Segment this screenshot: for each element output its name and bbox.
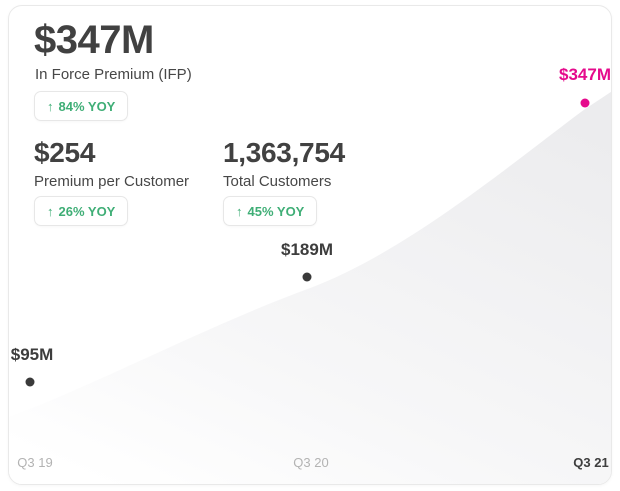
card-content: $347M In Force Premium (IFP) ↑ 84% YOY $… <box>9 6 611 484</box>
total-customers-value: 1,363,754 <box>223 137 345 168</box>
stat-total-customers: 1,363,754 Total Customers <box>223 137 345 190</box>
x-axis-label-q3-20: Q3 20 <box>293 455 329 470</box>
up-arrow-icon: ↑ <box>236 203 243 219</box>
ifp-yoy-badge: ↑ 84% YOY <box>34 91 129 121</box>
total-customers-yoy-text: 45% YOY <box>247 203 305 219</box>
up-arrow-icon: ↑ <box>47 98 54 114</box>
data-point-label-q3-21: $347M <box>559 65 611 84</box>
x-axis-label-q3-21: Q3 21 <box>573 455 609 470</box>
data-point-label-q3-19: $95M <box>10 345 54 364</box>
data-point-q3-20 <box>302 272 312 282</box>
data-point-label-q3-20: $189M <box>281 240 333 259</box>
ifp-metrics-card: $347M In Force Premium (IFP) ↑ 84% YOY $… <box>8 5 612 485</box>
premium-per-customer-yoy-text: 26% YOY <box>58 203 116 219</box>
x-axis-label-q3-19: Q3 19 <box>17 455 53 470</box>
ifp-yoy-badge-text: 84% YOY <box>58 98 116 114</box>
area-series-path <box>9 91 611 484</box>
ifp-hero-label: In Force Premium (IFP) <box>35 66 192 83</box>
up-arrow-icon: ↑ <box>47 203 54 219</box>
premium-per-customer-value: $254 <box>34 137 96 168</box>
premium-per-customer-yoy-badge: ↑ 26% YOY <box>34 196 129 226</box>
stat-premium-per-customer: $254 Premium per Customer <box>34 137 189 190</box>
data-point-q3-21-highlight <box>580 98 590 108</box>
premium-per-customer-label: Premium per Customer <box>34 173 190 190</box>
ifp-hero-value: $347M <box>34 18 154 62</box>
total-customers-label: Total Customers <box>223 173 332 190</box>
ifp-growth-area-chart <box>9 91 611 484</box>
total-customers-yoy-badge: ↑ 45% YOY <box>223 196 318 226</box>
data-point-q3-19 <box>25 377 35 387</box>
